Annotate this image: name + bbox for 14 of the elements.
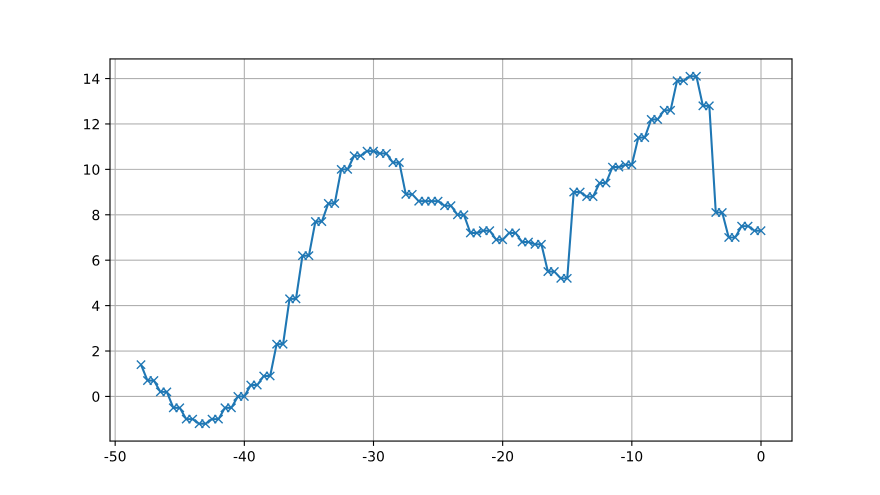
x-tick-label: 0 xyxy=(757,451,764,462)
x-tick-label: -10 xyxy=(621,451,642,462)
y-tick-label: 8 xyxy=(92,210,100,220)
y-tick-label: 10 xyxy=(84,164,100,175)
x-tick-label: -40 xyxy=(234,451,255,462)
y-tick-label: 0 xyxy=(92,391,100,402)
y-tick-label: 2 xyxy=(92,346,99,356)
x-tick-label: -20 xyxy=(492,451,514,462)
y-tick-label: 12 xyxy=(84,118,99,130)
x-tick-label: -30 xyxy=(362,451,384,462)
x-tick-label: -50 xyxy=(104,451,126,462)
y-tick-label: 6 xyxy=(92,255,100,266)
y-tick-label: 4 xyxy=(92,300,100,311)
y-tick-label: 14 xyxy=(84,74,100,84)
